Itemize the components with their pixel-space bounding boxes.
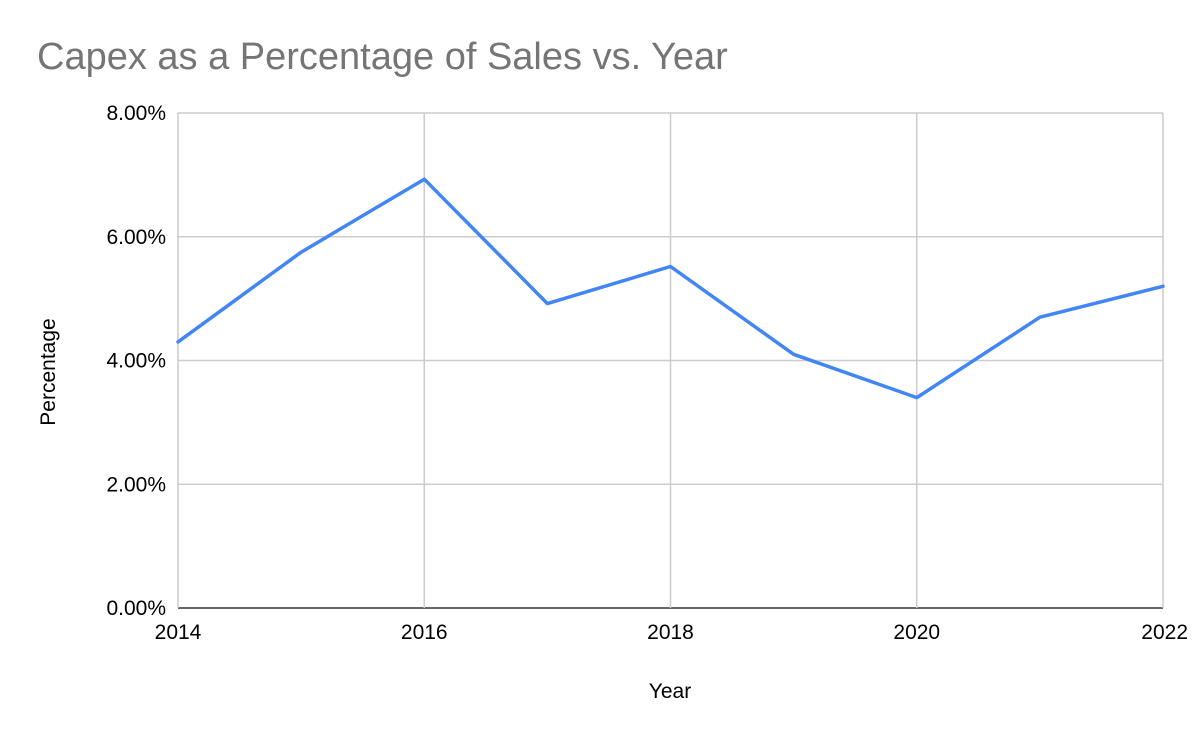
y-tick-label: 4.00%: [106, 350, 166, 373]
y-tick-label: 8.00%: [106, 102, 166, 125]
y-tick-label: 6.00%: [106, 226, 166, 249]
chart-title: Capex as a Percentage of Sales vs. Year: [37, 36, 728, 78]
x-tick-label: 2020: [893, 621, 940, 644]
series-lines: [176, 177, 1165, 400]
gridlines: [177, 112, 1164, 609]
series-line: [176, 177, 1165, 400]
x-axis-tick-labels: 2014 2016 2018 2020 2022: [155, 621, 1188, 644]
x-axis-title: Year: [649, 680, 691, 703]
x-tick-label: 2016: [401, 621, 448, 644]
x-tick-label: 2014: [155, 621, 202, 644]
y-axis-tick-labels: 0.00% 2.00% 4.00% 6.00% 8.00%: [106, 102, 166, 620]
y-tick-label: 0.00%: [106, 597, 166, 620]
x-tick-label: 2022: [1141, 621, 1188, 644]
y-tick-label: 2.00%: [106, 473, 166, 496]
x-tick-label: 2018: [647, 621, 694, 644]
y-axis-title: Percentage: [37, 318, 60, 425]
